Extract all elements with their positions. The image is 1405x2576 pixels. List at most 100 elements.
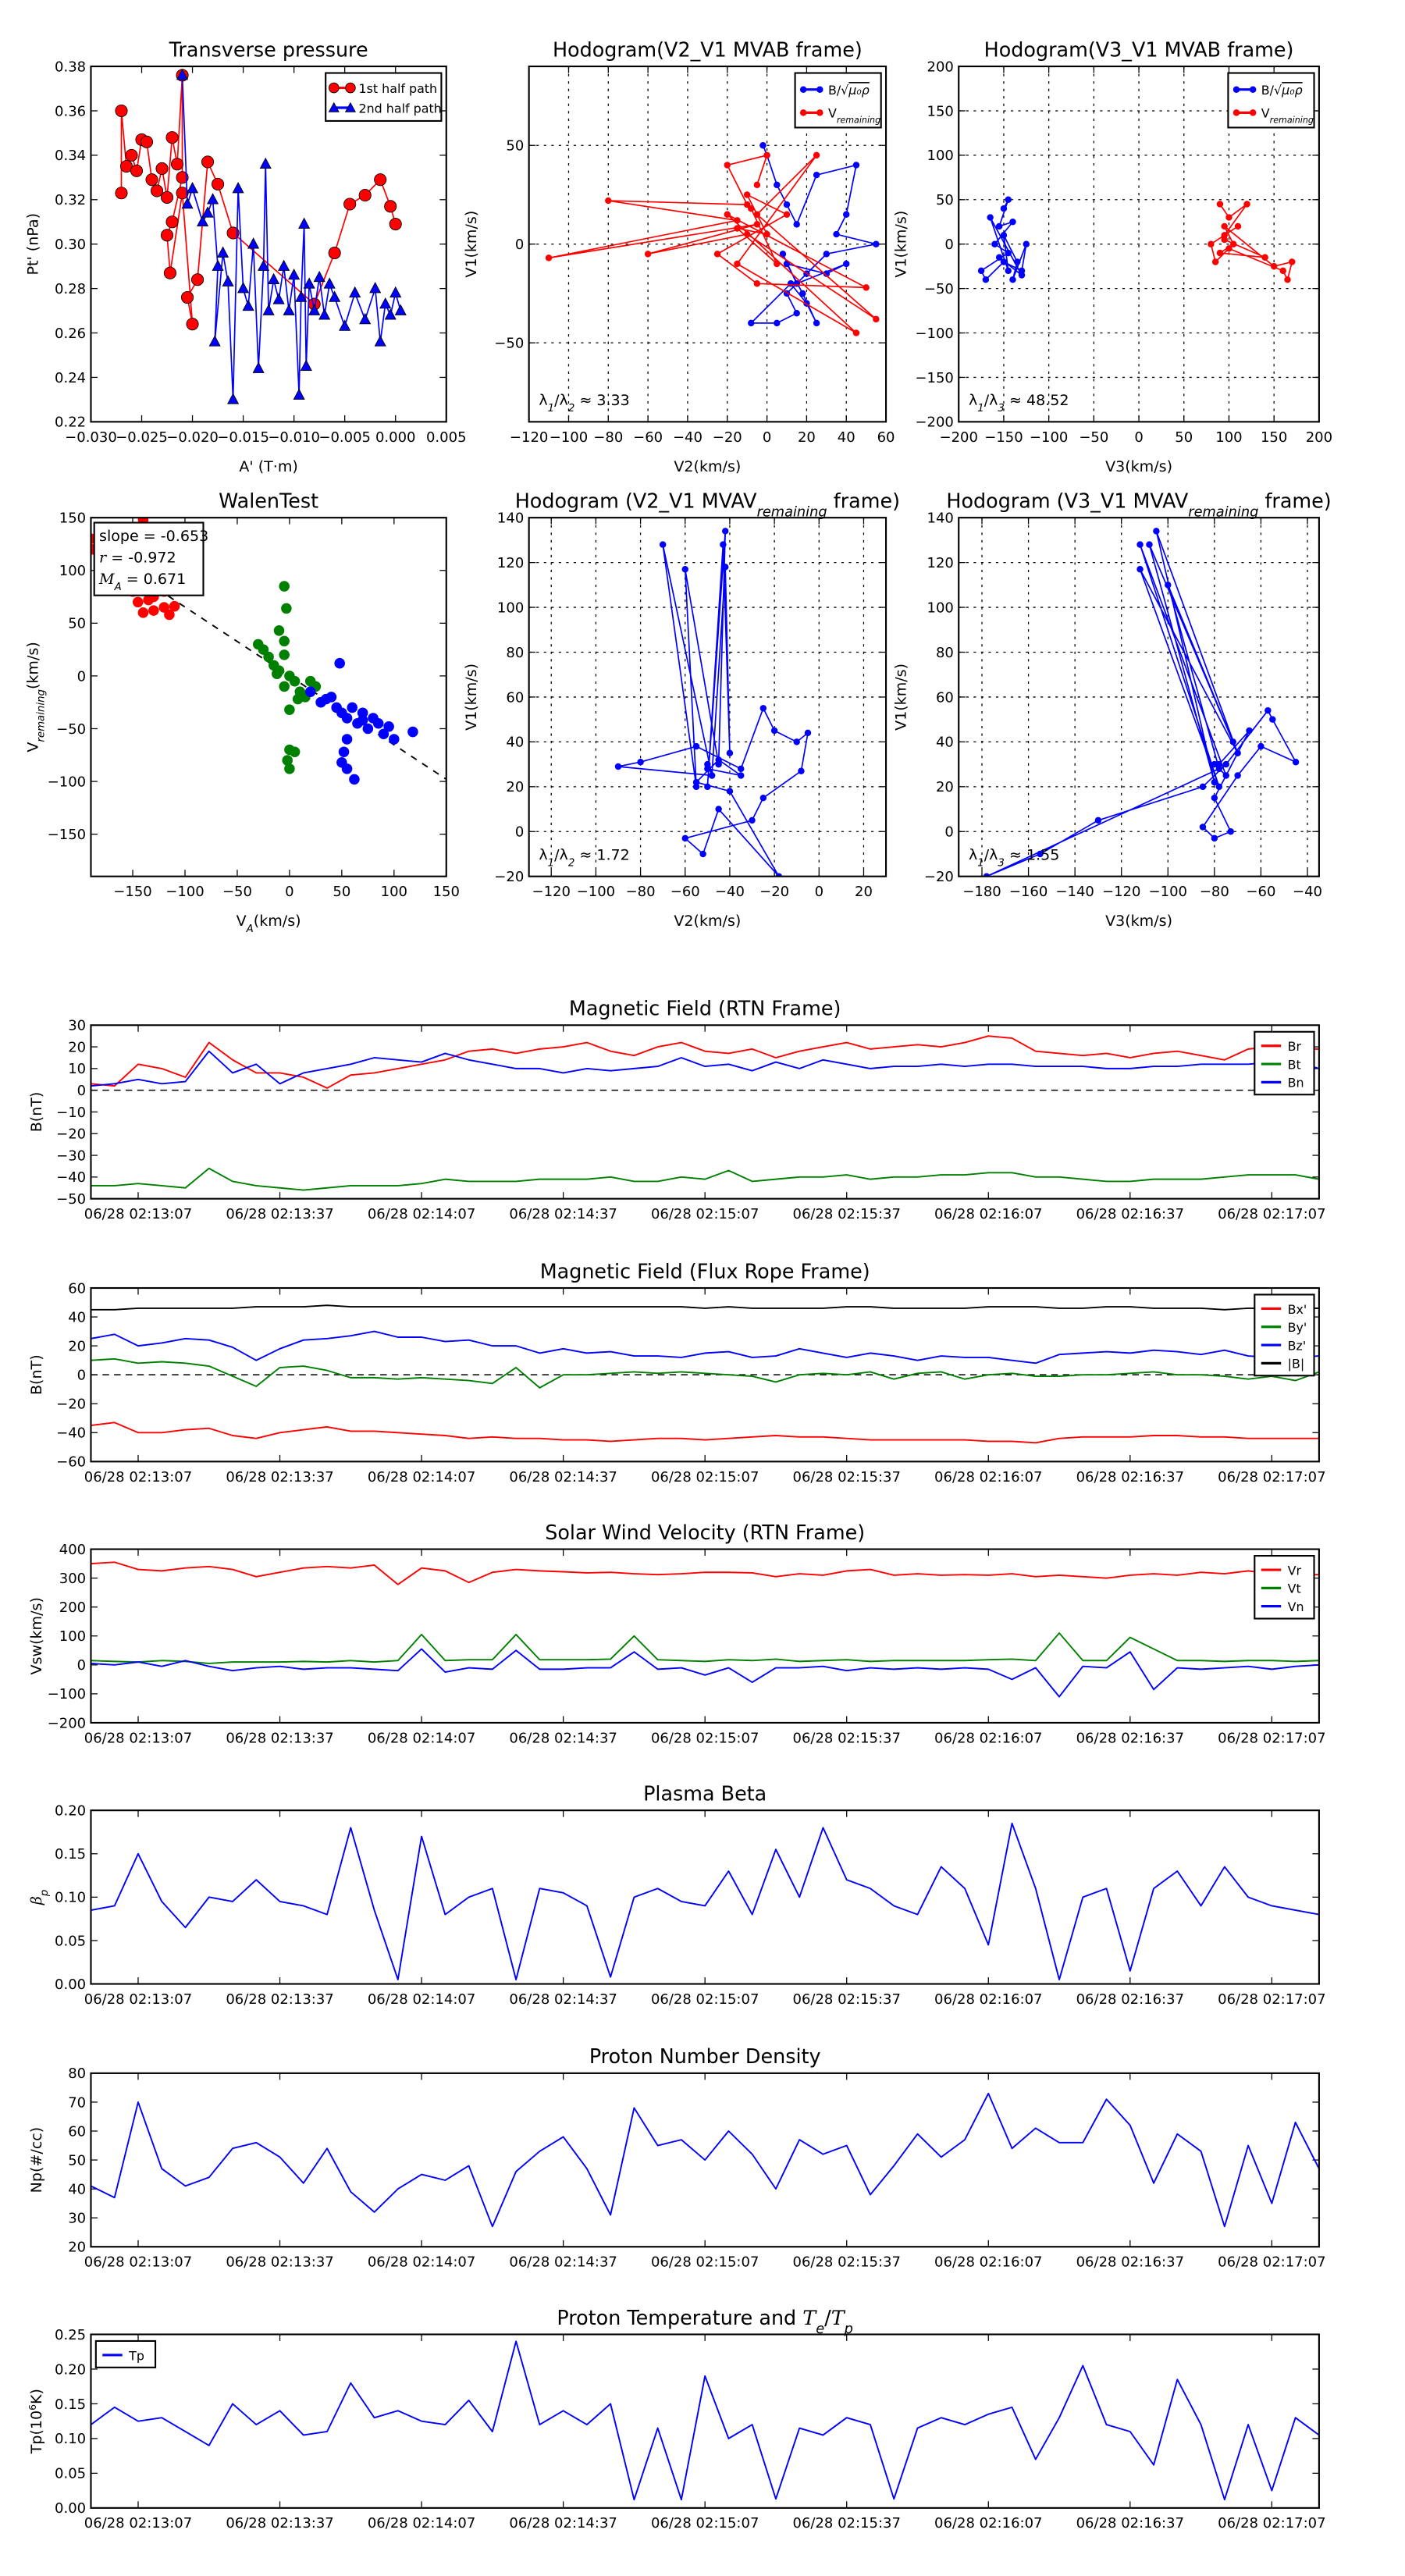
y-tick-label: −20	[494, 869, 524, 885]
x-tick-label: −50	[1079, 429, 1108, 446]
y-tick-label: 0.00	[55, 2500, 86, 2517]
data-point	[1234, 749, 1241, 756]
data-point-triangle	[268, 272, 280, 284]
x-tick-label: −0.020	[166, 429, 219, 446]
data-point-triangle	[272, 293, 285, 304]
plot-area	[983, 528, 1300, 877]
legend-item: |B|	[1261, 1357, 1304, 1372]
data-point	[176, 171, 189, 184]
x-tick-label: 06/28 02:15:37	[793, 1730, 901, 1746]
plot-area	[545, 141, 880, 336]
x-tick-label: 150	[433, 884, 460, 900]
data-point	[132, 596, 144, 608]
series-line	[91, 1330, 1319, 1364]
text-part: Solar Wind Velocity (RTN Frame)	[545, 1521, 865, 1544]
legend: 1st half path 2nd half path	[325, 72, 443, 122]
data-point	[783, 211, 791, 218]
plots: Transverse pressure−0.030−0.025−0.020−0.…	[25, 37, 1332, 2532]
data-point	[833, 230, 840, 238]
text-part: A	[114, 581, 122, 592]
data-point	[165, 131, 179, 144]
text-part: V1(km/s)	[892, 664, 909, 731]
data-point	[721, 528, 729, 535]
x-tick-label: −150	[113, 884, 151, 900]
y-tick-label: 120	[927, 555, 954, 571]
data-point	[169, 600, 180, 612]
axes-frame	[90, 1548, 1320, 1724]
text-part: e	[816, 2320, 824, 2336]
x-tick-label: 100	[381, 884, 407, 900]
data-point	[1208, 240, 1215, 247]
text-part: remaining	[837, 115, 880, 125]
data-point	[991, 240, 998, 247]
data-point	[1094, 817, 1102, 824]
eigenvalue-ratio-annotation: λ1/λ2 ≈ 1.72	[539, 847, 629, 870]
data-point	[734, 225, 741, 232]
text-part: Tp	[128, 2348, 144, 2363]
y-tick-label: 0.10	[55, 2431, 86, 2447]
text-part: λ	[969, 392, 977, 409]
data-point-triangle	[288, 269, 301, 280]
data-point	[977, 267, 985, 275]
y-tick-label: −40	[56, 1169, 86, 1186]
text-part: λ	[539, 847, 547, 864]
x-tick-label: 06/28 02:17:07	[1218, 1991, 1325, 2008]
text-part: M	[98, 571, 115, 588]
chart-walen: WalenTest −150 −100 −50 0 50 100 150 −150 −100 −50…	[25, 489, 460, 934]
eigenvalue-ratio-annotation: λ1/λ3 ≈ 1.55	[969, 847, 1059, 870]
data-point-triangle	[389, 286, 402, 298]
legend-label: Vremaining	[1261, 106, 1314, 125]
x-axis-label: VA(km/s)	[237, 913, 301, 934]
text-part: Magnetic Field (Flux Rope Frame)	[540, 1259, 870, 1283]
series-line	[91, 1304, 1319, 1311]
x-tick-label: 06/28 02:15:37	[793, 1206, 901, 1222]
legend-marker	[328, 82, 340, 94]
data-point	[715, 756, 722, 763]
y-tick-label: 0.22	[55, 415, 86, 431]
walen-stats-box	[93, 521, 205, 596]
x-tick-label: −120	[1102, 884, 1140, 900]
data-point	[263, 651, 274, 663]
text-part: Tp(10	[28, 2411, 45, 2454]
data-point	[726, 788, 734, 795]
y-tick-label: 100	[927, 148, 954, 164]
data-point	[384, 200, 397, 213]
data-point	[774, 260, 781, 268]
series-line	[986, 530, 1297, 877]
x-tick-label: −120	[510, 429, 548, 446]
data-point-triangle	[283, 304, 295, 315]
y-tick-label: 40	[68, 2181, 86, 2197]
y-tick-label: 80	[68, 2065, 86, 2082]
x-tick-label: 06/28 02:15:37	[793, 2515, 901, 2532]
data-point	[258, 644, 269, 655]
text-part: Proton Temperature and	[557, 2306, 802, 2329]
plot-area	[91, 1822, 1319, 1980]
x-tick-label: 06/28 02:15:07	[651, 1206, 759, 1222]
data-point-triangle	[369, 282, 382, 294]
data-point	[407, 726, 418, 738]
data-point	[748, 319, 755, 327]
series-line	[91, 1648, 1319, 1698]
text-part: λ	[969, 847, 977, 864]
axes-frame	[90, 65, 447, 423]
text-part: 1st half path	[359, 81, 438, 96]
legend-item: Bn	[1261, 1076, 1304, 1091]
data-point	[140, 135, 154, 148]
y-tick-label: −100	[48, 774, 86, 790]
y-axis-label: B(nT)	[28, 1092, 45, 1133]
text-part: B/√	[1261, 83, 1282, 98]
data-point	[289, 746, 301, 757]
x-tick-label: 50	[1175, 429, 1193, 446]
x-tick-label: −0.015	[217, 429, 269, 446]
data-point-triangle	[186, 182, 199, 194]
text-part: Vr	[1288, 1563, 1302, 1578]
legend-label: 2nd half path	[359, 101, 442, 116]
y-axis-label: V1(km/s)	[892, 664, 909, 731]
legend-marker	[816, 86, 823, 93]
x-tick-label: −60	[670, 884, 700, 900]
data-point	[753, 221, 761, 228]
legend-marker	[1232, 109, 1240, 116]
y-tick-label: 100	[927, 600, 954, 616]
data-point-triangle	[252, 361, 265, 373]
